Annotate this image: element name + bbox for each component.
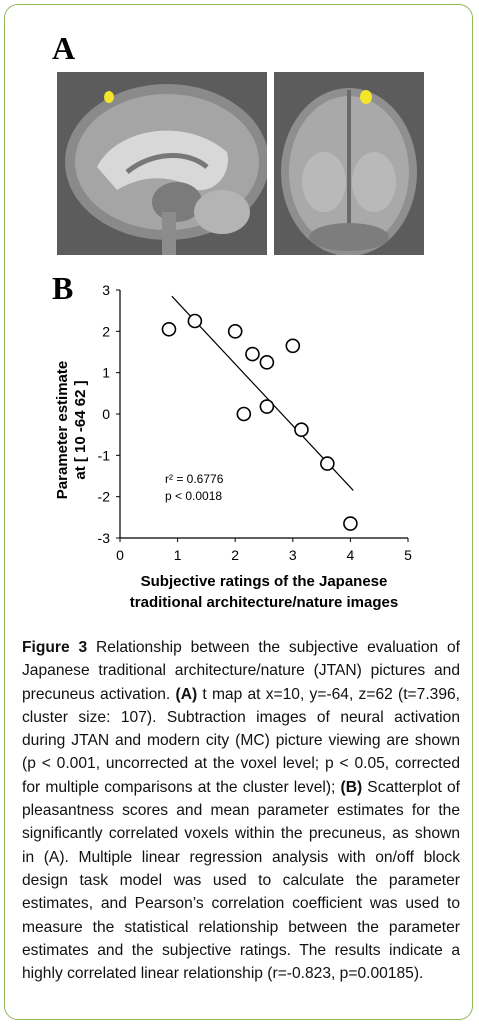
y-tick-label: 3 (102, 282, 110, 298)
data-point (259, 355, 275, 370)
x-tick-label: 5 (404, 547, 412, 563)
data-points (161, 313, 358, 531)
x-tick-label: 2 (231, 547, 239, 563)
data-point (320, 456, 335, 471)
y-axis-label-line1: Parameter estimate (54, 361, 71, 499)
data-point (227, 324, 243, 339)
x-tick-label: 1 (174, 547, 182, 563)
figure-caption: Figure 3 Relationship between the subjec… (22, 636, 460, 985)
panel-a-label: A (52, 30, 76, 66)
caption-text-2: t map at x=10, y=-64, z=62 (t=7.396, clu… (22, 685, 461, 796)
y-axis-label-line2: at [ 10 -64 62 ] (72, 380, 89, 479)
chart-axes (116, 289, 409, 542)
data-point (294, 422, 309, 438)
y-tick-label: -3 (98, 530, 111, 546)
caption-b-label: (B) (340, 778, 363, 796)
caption-text-3: Scatterplot of pleasantness scores and m… (22, 778, 460, 983)
tick-labels: 3 2 1 0 -1 -2 -3 0 1 2 3 4 5 (98, 282, 413, 563)
coronal-brain-image (274, 72, 424, 255)
data-point (259, 399, 275, 414)
y-tick-label: -2 (98, 489, 111, 505)
data-point (245, 346, 260, 362)
data-point (236, 406, 252, 422)
sagittal-brain-image (57, 72, 267, 255)
x-axis-label-line2: traditional architecture/nature images (130, 594, 398, 611)
data-point (343, 516, 358, 531)
y-tick-label: -1 (98, 447, 111, 463)
y-tick-label: 1 (102, 365, 110, 381)
annotation-p: p < 0.0018 (165, 489, 222, 503)
y-tick-label: 0 (102, 406, 110, 422)
panel-b-label: B (52, 270, 74, 306)
data-point (187, 313, 203, 329)
x-axis-label-line1: Subjective ratings of the Japanese (141, 573, 388, 590)
x-tick-label: 4 (347, 547, 355, 563)
annotation-r2: r² = 0.6776 (165, 472, 224, 486)
x-tick-label: 3 (289, 547, 297, 563)
caption-text-1: Relationship between the subjective eval… (22, 639, 461, 703)
figure-label: Figure 3 (22, 639, 88, 656)
scatter-chart: 3 2 1 0 -1 -2 -3 0 1 2 3 4 5 r² = 0.6776 p < 0.0018 … (40, 270, 460, 630)
caption-a-label: (A) (175, 685, 198, 703)
y-tick-label: 2 (102, 323, 110, 339)
x-tick-label: 0 (116, 547, 124, 563)
data-point (285, 338, 301, 354)
data-point (161, 321, 177, 337)
